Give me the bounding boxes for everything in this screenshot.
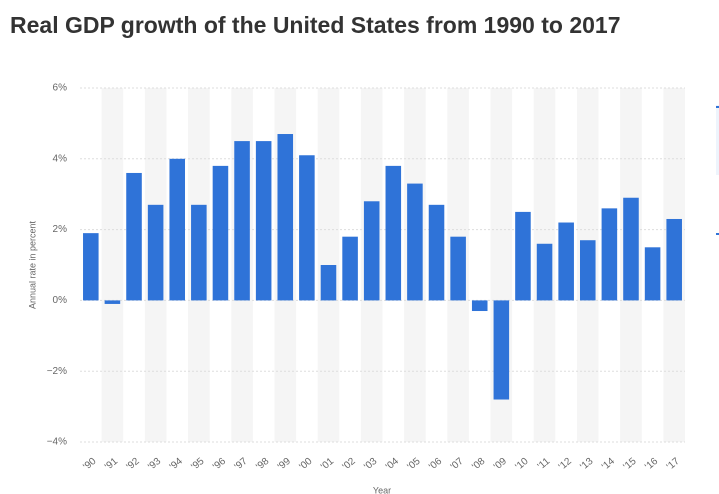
bar <box>126 172 142 301</box>
x-tick-label: '91 <box>103 456 120 473</box>
bar <box>169 158 186 301</box>
bar <box>320 265 337 301</box>
x-tick-label: '10 <box>514 456 531 473</box>
bar <box>299 155 315 301</box>
bar <box>450 236 466 301</box>
x-tick-label: '09 <box>492 456 509 473</box>
side-panel <box>716 105 719 175</box>
x-tick-label: '03 <box>362 456 379 473</box>
bar <box>407 183 423 301</box>
x-tick-label: '07 <box>449 456 466 473</box>
y-tick-label: −2% <box>47 366 67 377</box>
y-tick-label: −4% <box>47 437 67 448</box>
x-tick-label: '02 <box>341 456 358 473</box>
x-tick-label: '15 <box>622 456 639 473</box>
y-tick-label: 6% <box>53 83 68 94</box>
bar <box>644 247 661 301</box>
x-tick-label: '00 <box>297 456 314 473</box>
x-tick-label: '16 <box>643 456 660 473</box>
bar <box>666 218 682 301</box>
bar <box>255 141 272 301</box>
bar <box>147 204 164 301</box>
bar <box>471 300 488 312</box>
bar <box>579 240 596 301</box>
bar <box>515 211 531 301</box>
x-tick-label: '90 <box>81 456 98 473</box>
bar <box>234 141 250 301</box>
x-tick-label: '17 <box>665 456 682 473</box>
chart-title: Real GDP growth of the United States fro… <box>10 12 621 38</box>
x-tick-label: '12 <box>557 456 574 473</box>
x-tick-label: '13 <box>578 456 595 473</box>
x-tick-label: '92 <box>125 456 142 473</box>
y-axis-label: Annual rate in percent <box>27 220 37 309</box>
bar <box>493 300 510 400</box>
bar <box>601 208 618 301</box>
x-tick-label: '97 <box>233 456 250 473</box>
x-tick-label: '11 <box>536 456 553 473</box>
bar <box>363 201 380 301</box>
y-tick-label: 2% <box>53 224 68 235</box>
bar <box>558 222 574 301</box>
x-tick-label: '05 <box>405 456 422 473</box>
x-tick-label: '96 <box>211 456 228 473</box>
bar <box>83 233 99 301</box>
x-tick-label: '14 <box>600 456 617 473</box>
x-axis-label: Year <box>373 485 391 494</box>
x-tick-label: '94 <box>168 456 185 473</box>
bar <box>191 204 207 301</box>
y-tick-label: 4% <box>53 153 68 164</box>
bar <box>385 165 402 301</box>
x-tick-label: '93 <box>146 456 163 473</box>
x-tick-label: '06 <box>427 456 444 473</box>
bar <box>277 134 294 301</box>
x-tick-label: '98 <box>254 456 271 473</box>
x-tick-label: '99 <box>276 456 293 473</box>
band-shade <box>101 88 124 442</box>
bar <box>212 165 229 301</box>
x-tick-label: '08 <box>470 456 487 473</box>
bar <box>536 243 553 301</box>
y-tick-label: 0% <box>53 295 68 306</box>
bar <box>428 204 445 301</box>
x-tick-label: '01 <box>319 456 336 473</box>
bar <box>623 197 639 301</box>
bar <box>342 236 358 301</box>
bar <box>104 300 121 304</box>
x-tick-label: '04 <box>384 456 401 473</box>
x-tick-label: '95 <box>189 456 206 473</box>
